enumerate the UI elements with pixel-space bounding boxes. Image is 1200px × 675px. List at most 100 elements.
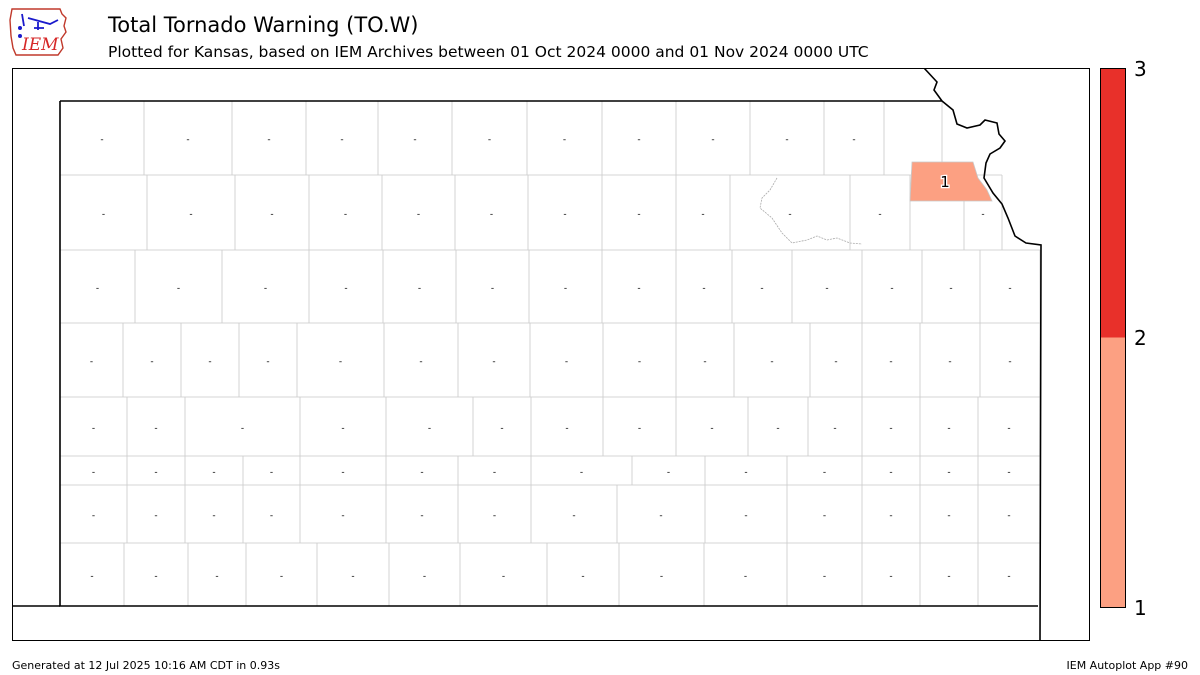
colorbar-tick-1: 1 xyxy=(1134,596,1147,620)
no-data-marker: - xyxy=(351,572,354,582)
no-data-marker: - xyxy=(92,511,95,521)
no-data-marker: - xyxy=(267,135,270,145)
no-data-marker: - xyxy=(638,357,641,367)
no-data-marker: - xyxy=(154,511,157,521)
no-data-marker: - xyxy=(710,424,713,434)
no-data-marker: - xyxy=(823,572,826,582)
no-data-marker: - xyxy=(565,357,568,367)
no-data-marker: - xyxy=(564,284,567,294)
no-data-marker: - xyxy=(417,210,420,220)
generated-timestamp: Generated at 12 Jul 2025 10:16 AM CDT in… xyxy=(12,659,280,672)
no-data-marker: - xyxy=(490,210,493,220)
no-data-marker: - xyxy=(491,284,494,294)
no-data-marker: - xyxy=(419,357,422,367)
no-data-marker: - xyxy=(418,284,421,294)
no-data-marker: - xyxy=(270,468,273,478)
no-data-marker: - xyxy=(492,357,495,367)
no-data-marker: - xyxy=(565,424,568,434)
no-data-marker: - xyxy=(341,511,344,521)
no-data-marker: - xyxy=(834,357,837,367)
no-data-marker: - xyxy=(889,424,892,434)
no-data-marker: - xyxy=(208,357,211,367)
no-data-marker: - xyxy=(420,468,423,478)
no-data-marker: - xyxy=(637,284,640,294)
no-data-marker: - xyxy=(413,135,416,145)
no-data-marker: - xyxy=(563,135,566,145)
logo-text: IEM xyxy=(21,35,59,55)
no-data-marker: - xyxy=(341,468,344,478)
no-data-marker: - xyxy=(270,210,273,220)
no-data-marker: - xyxy=(659,511,662,521)
no-data-marker: - xyxy=(90,357,93,367)
no-data-marker: - xyxy=(154,572,157,582)
colorbar-tick-3: 3 xyxy=(1134,57,1147,81)
iem-logo: IEM xyxy=(8,6,70,58)
no-data-marker: - xyxy=(744,511,747,521)
no-data-marker: - xyxy=(215,572,218,582)
no-data-marker: - xyxy=(638,424,641,434)
no-data-marker: - xyxy=(212,511,215,521)
no-data-marker: - xyxy=(660,572,663,582)
no-data-marker: - xyxy=(580,468,583,478)
chart-subtitle: Plotted for Kansas, based on IEM Archive… xyxy=(108,43,869,61)
no-data-marker: - xyxy=(823,511,826,521)
no-data-marker: - xyxy=(500,424,503,434)
no-data-marker: - xyxy=(770,357,773,367)
kansas-river-line xyxy=(759,177,863,245)
no-data-marker: - xyxy=(186,135,189,145)
no-data-marker: - xyxy=(90,572,93,582)
app-id: IEM Autoplot App #90 xyxy=(1066,659,1189,672)
no-data-marker: - xyxy=(428,424,431,434)
colorbar-segment-low xyxy=(1100,337,1126,608)
colorbar-tick-2: 2 xyxy=(1134,326,1147,350)
colorbar-segment-high xyxy=(1100,68,1126,338)
no-data-marker: - xyxy=(581,572,584,582)
no-data-marker: - xyxy=(420,511,423,521)
no-data-marker: - xyxy=(1008,284,1011,294)
no-data-marker: - xyxy=(949,284,952,294)
no-data-marker: - xyxy=(344,210,347,220)
no-data-marker: - xyxy=(572,511,575,521)
no-data-marker: - xyxy=(1007,468,1010,478)
no-data-marker: - xyxy=(981,210,984,220)
no-data-marker: - xyxy=(878,210,881,220)
no-data-marker: - xyxy=(563,210,566,220)
county-nemaha-highlight xyxy=(909,161,993,202)
no-data-marker: - xyxy=(344,284,347,294)
kansas-state-border xyxy=(60,68,1042,641)
no-data-marker: - xyxy=(92,424,95,434)
no-data-marker: - xyxy=(947,468,950,478)
chart-title: Total Tornado Warning (TO.W) xyxy=(108,13,419,37)
no-data-marker: - xyxy=(744,572,747,582)
no-data-marker: - xyxy=(889,511,892,521)
no-data-marker: - xyxy=(341,424,344,434)
no-data-marker: - xyxy=(154,424,157,434)
no-data-marker: - xyxy=(947,511,950,521)
no-data-marker: - xyxy=(823,468,826,478)
kansas-county-map: - - - - - - - - - - - - - - - - - - - - - - - - - - - - - - - - - - - - - - - -… xyxy=(12,68,1090,641)
no-data-marker: - xyxy=(760,284,763,294)
no-data-marker: - xyxy=(637,135,640,145)
no-data-marker: - xyxy=(889,572,892,582)
no-data-marker: - xyxy=(150,357,153,367)
no-data-marker: - xyxy=(1007,572,1010,582)
no-data-marker: - xyxy=(889,468,892,478)
no-data-marker: - xyxy=(340,135,343,145)
no-data-marker: - xyxy=(852,135,855,145)
no-data-marker: - xyxy=(423,572,426,582)
no-data-marker: - xyxy=(212,468,215,478)
no-data-marker: - xyxy=(825,284,828,294)
no-data-marker: - xyxy=(948,357,951,367)
no-data-markers: - - - - - - - - - - - - - - - - - - - - - - - - - - - - - - - - - - - - - - - -… xyxy=(90,135,1012,582)
no-data-marker: - xyxy=(96,284,99,294)
no-data-marker: - xyxy=(1007,424,1010,434)
no-data-marker: - xyxy=(1007,511,1010,521)
no-data-marker: - xyxy=(703,357,706,367)
no-data-marker: - xyxy=(264,284,267,294)
no-data-marker: - xyxy=(833,424,836,434)
no-data-marker: - xyxy=(189,210,192,220)
no-data-marker: - xyxy=(241,424,244,434)
no-data-marker: - xyxy=(1008,357,1011,367)
no-data-marker: - xyxy=(785,135,788,145)
no-data-marker: - xyxy=(637,210,640,220)
